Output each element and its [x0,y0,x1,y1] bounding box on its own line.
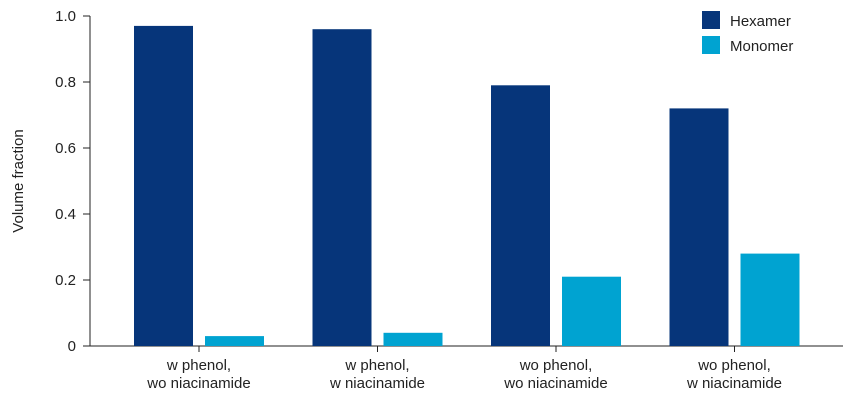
x-tick-label: wo niacinamide [146,375,250,392]
y-tick-label: 0 [68,338,76,355]
legend-swatch-monomer [702,36,720,54]
x-tick-label: w niacinamide [329,375,425,392]
x-tick-label: w phenol, [344,357,409,374]
bar-monomer-1 [205,336,264,346]
legend-label-monomer: Monomer [730,38,793,55]
bars [134,25,800,347]
legend-swatch-hexamer [702,11,720,29]
x-tick-label: w phenol, [166,357,231,374]
bar-hexamer-2 [312,29,372,346]
x-tick-label: wo phenol, [519,357,593,374]
y-tick-label: 0.6 [55,140,76,157]
bar-hexamer-3 [491,85,550,347]
y-axis-title: Volume fraction [10,129,27,232]
x-tick-label: w niacinamide [686,375,782,392]
legend: Hexamer Monomer [702,11,793,55]
y-tick-label: 0.4 [55,206,76,223]
bar-hexamer-4 [669,108,729,347]
y-tick-label: 0.2 [55,272,76,289]
x-tick-label: wo niacinamide [503,375,607,392]
bar-monomer-4 [740,253,800,346]
legend-label-hexamer: Hexamer [730,13,791,30]
bar-monomer-2 [383,332,443,346]
y-axis: 0 0.2 0.4 0.6 0.8 1.0 [55,8,91,355]
y-tick-label: 0.8 [55,74,76,91]
y-tick-label: 1.0 [55,8,76,25]
bar-hexamer-1 [134,25,193,347]
x-tick-label: wo phenol, [697,357,771,374]
bar-monomer-3 [562,276,621,346]
